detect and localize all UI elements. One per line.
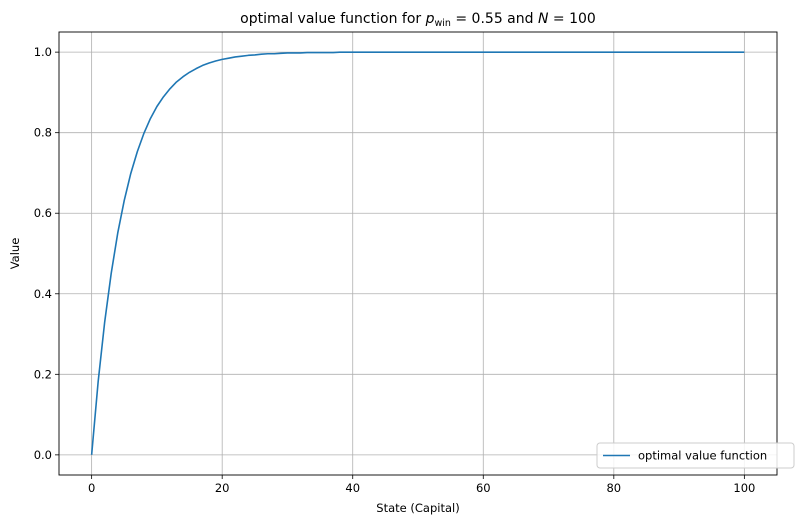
axes-frame: [58, 31, 778, 476]
y-tick-label: 0.4: [34, 287, 52, 301]
ticks: 0 20 40 60 80 100 0.0 0.2 0.4 0.6 0.8 1.0: [34, 45, 756, 495]
x-tick-label: 80: [606, 481, 621, 495]
legend-box: [596, 442, 795, 469]
legend: optimal value function: [596, 442, 795, 469]
y-tick-label: 0.0: [34, 448, 52, 462]
x-axis-label: State (Capital): [376, 501, 459, 515]
x-tick-label: 20: [215, 481, 230, 495]
x-tick-label: 0: [88, 481, 95, 495]
series-line: [90, 51, 745, 455]
x-tick-label: 60: [476, 481, 491, 495]
chart-title: optimal value function for pwin = 0.55 a…: [240, 11, 596, 29]
title-n: N: [538, 11, 549, 27]
title-n-value: = 100: [548, 11, 595, 27]
y-tick-label: 0.8: [34, 126, 52, 140]
y-axis-label: Value: [8, 238, 22, 270]
title-p-value: = 0.55 and: [451, 11, 538, 27]
title-p: p: [425, 11, 435, 27]
series-layer: [90, 51, 745, 455]
x-tick-label: 40: [345, 481, 360, 495]
title-prefix: optimal value function for: [240, 11, 425, 27]
title-p-subscript: win: [434, 18, 450, 29]
y-tick-label: 1.0: [34, 45, 52, 59]
legend-entry-label: optimal value function: [638, 449, 767, 463]
y-tick-label: 0.6: [34, 206, 52, 220]
x-tick-label: 100: [733, 481, 755, 495]
y-tick-label: 0.2: [34, 367, 52, 381]
